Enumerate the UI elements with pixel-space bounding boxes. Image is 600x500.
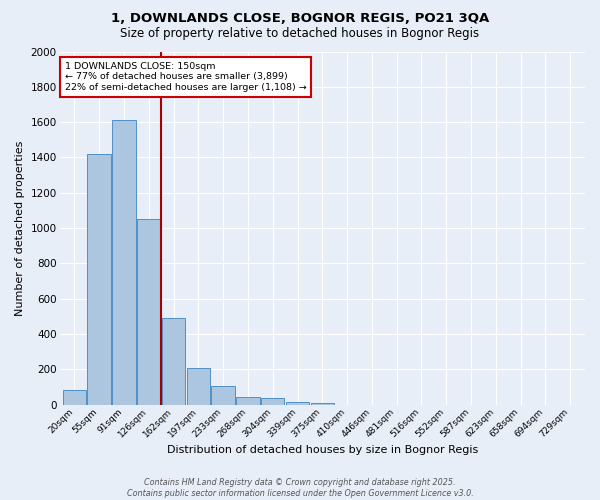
Bar <box>112 120 136 405</box>
X-axis label: Distribution of detached houses by size in Bognor Regis: Distribution of detached houses by size … <box>167 445 478 455</box>
Bar <box>261 398 284 404</box>
Text: 1, DOWNLANDS CLOSE, BOGNOR REGIS, PO21 3QA: 1, DOWNLANDS CLOSE, BOGNOR REGIS, PO21 3… <box>111 12 489 26</box>
Bar <box>211 386 235 404</box>
Bar <box>286 402 309 404</box>
Text: 1 DOWNLANDS CLOSE: 150sqm
← 77% of detached houses are smaller (3,899)
22% of se: 1 DOWNLANDS CLOSE: 150sqm ← 77% of detac… <box>65 62 307 92</box>
Bar <box>236 396 260 404</box>
Text: Size of property relative to detached houses in Bognor Regis: Size of property relative to detached ho… <box>121 28 479 40</box>
Text: Contains HM Land Registry data © Crown copyright and database right 2025.
Contai: Contains HM Land Registry data © Crown c… <box>127 478 473 498</box>
Bar <box>137 219 161 404</box>
Bar <box>88 154 111 405</box>
Bar <box>162 318 185 404</box>
Bar <box>187 368 210 404</box>
Y-axis label: Number of detached properties: Number of detached properties <box>15 140 25 316</box>
Bar <box>311 403 334 404</box>
Bar <box>62 390 86 404</box>
